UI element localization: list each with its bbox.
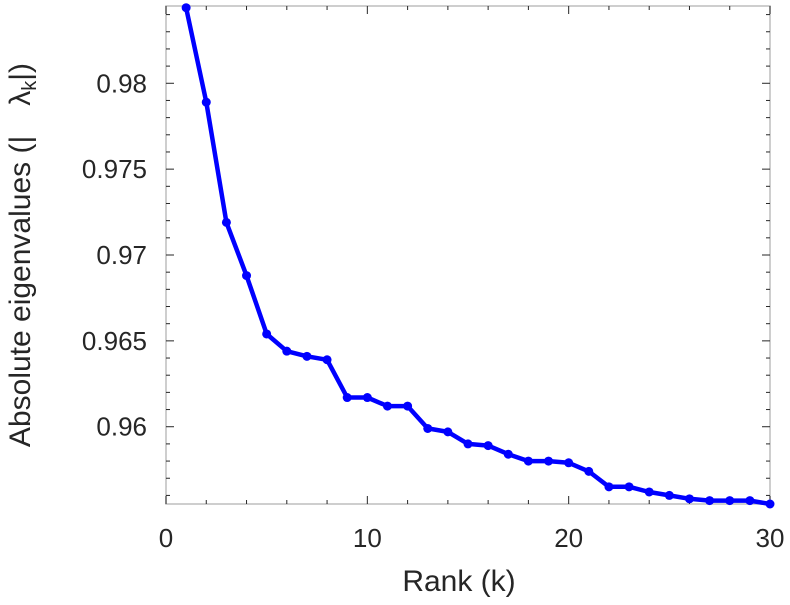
data-point <box>403 401 413 411</box>
data-point <box>282 346 292 356</box>
x-axis-label: Rank (k) <box>402 565 515 598</box>
x-tick-label: 0 <box>159 523 173 553</box>
data-point <box>624 482 634 492</box>
data-point <box>181 3 191 13</box>
data-point <box>423 423 433 433</box>
data-point <box>221 217 231 227</box>
y-tick-label: 0.975 <box>82 154 147 184</box>
y-axis-label-suffix: |) <box>4 63 37 81</box>
data-point <box>644 487 654 497</box>
data-point <box>523 456 533 466</box>
y-tick-label: 0.96 <box>96 412 147 442</box>
y-axis-label-subscript: k <box>19 80 41 91</box>
data-point <box>544 456 554 466</box>
y-axis-label: Absolute eigenvalues (| λk|) <box>4 63 41 447</box>
data-point <box>443 427 453 437</box>
data-point <box>765 499 775 509</box>
y-tick-label: 0.97 <box>96 240 147 270</box>
tick-labels: 0 10 20 30 0.96 0.965 0.97 0.975 0.98 <box>82 68 785 553</box>
data-point <box>382 401 392 411</box>
data-point <box>725 496 735 506</box>
series-layer <box>181 3 775 509</box>
data-point <box>201 97 211 107</box>
data-point <box>302 351 312 361</box>
data-point <box>483 441 493 451</box>
data-point <box>664 490 674 500</box>
x-tick-label: 20 <box>554 523 583 553</box>
data-point <box>503 449 513 459</box>
data-point <box>705 496 715 506</box>
data-point <box>242 271 252 281</box>
plot-area-frame <box>165 5 771 505</box>
data-point <box>322 355 332 365</box>
axis-ticks <box>165 6 771 504</box>
y-tick-label: 0.98 <box>96 68 147 98</box>
data-point <box>463 439 473 449</box>
y-axis-label-symbol: λ <box>4 91 37 106</box>
x-tick-label: 10 <box>353 523 382 553</box>
data-point <box>604 482 614 492</box>
y-axis-label-prefix: Absolute eigenvalues (| <box>4 136 37 447</box>
data-point <box>584 466 594 476</box>
data-point <box>684 494 694 504</box>
x-tick-label: 30 <box>756 523 785 553</box>
series-line <box>183 5 773 507</box>
data-point <box>262 329 272 339</box>
data-point <box>342 393 352 403</box>
data-point <box>362 393 372 403</box>
data-point <box>564 458 574 468</box>
data-point <box>745 496 755 506</box>
y-tick-label: 0.965 <box>82 326 147 356</box>
